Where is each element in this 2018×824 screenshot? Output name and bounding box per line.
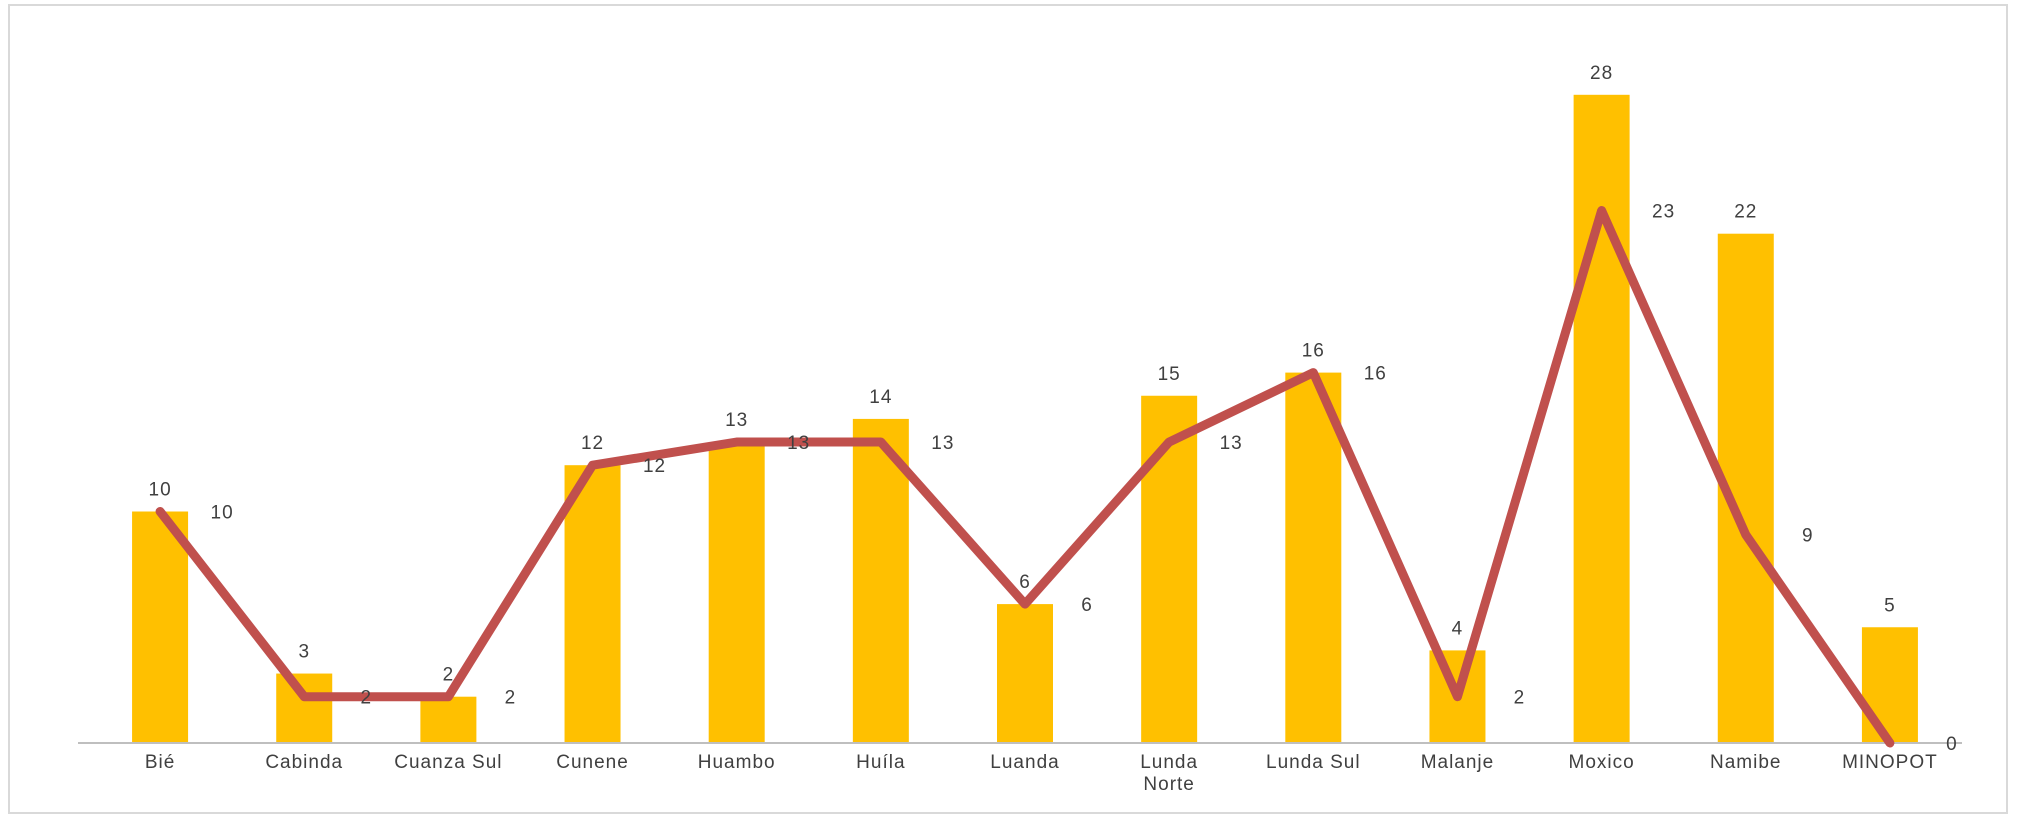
x-tick-label-6: Luanda xyxy=(990,752,1059,773)
bar-4 xyxy=(708,442,765,743)
bar-value-label-2: 2 xyxy=(443,665,455,686)
line-point-2 xyxy=(447,695,450,698)
line-point-12 xyxy=(1888,742,1891,744)
bar-value-label-8: 16 xyxy=(1302,341,1325,362)
x-tick-label-4: Huambo xyxy=(698,752,776,773)
line-value-label-0: 10 xyxy=(211,503,234,524)
x-tick-label-10: Moxico xyxy=(1569,752,1635,773)
x-tick-label-3: Cunene xyxy=(556,752,629,773)
line-value-label-5: 13 xyxy=(931,433,954,454)
bar-0 xyxy=(132,511,189,743)
line-point-1 xyxy=(303,695,306,698)
x-tick-label-12: MINOPOT xyxy=(1842,752,1938,773)
line-value-label-9: 2 xyxy=(1514,688,1526,709)
x-tick-label-9: Malanje xyxy=(1421,752,1495,773)
line-value-label-2: 2 xyxy=(505,688,517,709)
line-point-8 xyxy=(1312,371,1315,374)
line-value-label-12: 0 xyxy=(1946,734,1958,755)
bar-value-label-9: 4 xyxy=(1452,618,1464,639)
bar-value-label-5: 14 xyxy=(869,387,892,408)
bar-3 xyxy=(564,465,621,743)
bar-2 xyxy=(420,696,477,743)
x-tick-label-2: Cuanza Sul xyxy=(394,752,502,773)
bar-value-label-4: 13 xyxy=(725,410,748,431)
bar-value-label-11: 22 xyxy=(1734,202,1757,223)
bar-7 xyxy=(1141,395,1198,743)
bar-8 xyxy=(1285,372,1342,743)
line-value-label-8: 16 xyxy=(1364,364,1387,385)
bar-1 xyxy=(276,673,333,743)
line-point-7 xyxy=(1168,441,1171,444)
line-point-6 xyxy=(1024,603,1026,606)
bar-5 xyxy=(852,418,909,743)
bar-value-label-0: 10 xyxy=(149,480,172,501)
bar-6 xyxy=(997,604,1053,743)
line-value-label-6: 6 xyxy=(1081,595,1093,616)
line-point-0 xyxy=(159,510,162,513)
line-point-11 xyxy=(1744,533,1747,536)
line-value-label-1: 2 xyxy=(360,688,372,709)
x-tick-label-1: Cabinda xyxy=(265,752,343,773)
line-point-10 xyxy=(1600,209,1603,212)
bar-value-label-1: 3 xyxy=(298,642,310,663)
bar-value-label-7: 15 xyxy=(1158,364,1181,385)
line-value-label-7: 13 xyxy=(1220,433,1243,454)
line-layer xyxy=(155,206,1895,748)
x-tick-label-0: Bié xyxy=(145,752,175,773)
bar-value-label-3: 12 xyxy=(581,433,604,454)
bar-value-label-10: 28 xyxy=(1590,63,1613,84)
bar-12 xyxy=(1861,627,1918,743)
line-point-9 xyxy=(1456,695,1459,698)
line-point-4 xyxy=(735,441,738,444)
line-point-3 xyxy=(591,464,594,467)
bars-layer xyxy=(132,94,1918,744)
x-tick-label-11: Namibe xyxy=(1710,752,1781,773)
x-tick-label-7: Lunda Norte xyxy=(1140,752,1198,795)
line-value-label-4: 13 xyxy=(787,433,810,454)
bar-10 xyxy=(1573,94,1630,744)
x-tick-label-8: Lunda Sul xyxy=(1266,752,1361,773)
line-value-label-11: 9 xyxy=(1802,526,1814,547)
line-point-5 xyxy=(879,441,882,444)
x-tick-label-5: Huíla xyxy=(856,752,905,773)
line-value-label-3: 12 xyxy=(643,456,666,477)
line-value-label-10: 23 xyxy=(1652,202,1675,223)
bar-value-label-12: 5 xyxy=(1884,595,1896,616)
bar-value-label-6: 6 xyxy=(1019,572,1031,593)
x-ticks-layer: Bié Cabinda Cuanza Sul Cunene Huambo Huíla Lua… xyxy=(145,752,1938,795)
